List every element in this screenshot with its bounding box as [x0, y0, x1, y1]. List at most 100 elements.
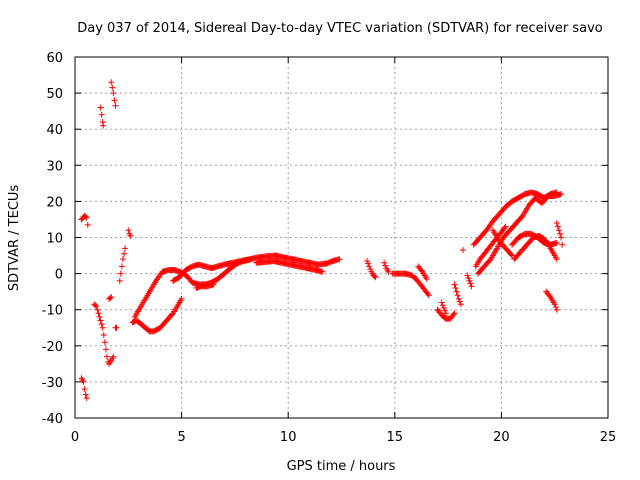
data-point — [97, 317, 104, 324]
x-tick-label: 5 — [177, 430, 185, 445]
data-point — [440, 304, 447, 311]
data-point — [452, 285, 459, 292]
data-point — [457, 301, 464, 308]
x-tick-label: 15 — [387, 430, 404, 445]
data-point — [210, 281, 217, 288]
data-point — [424, 290, 431, 297]
data-point — [382, 262, 389, 269]
data-point — [121, 250, 128, 257]
data-point — [83, 395, 90, 402]
y-tick-label: 50 — [46, 87, 63, 102]
data-point — [110, 353, 117, 360]
data-point — [102, 346, 109, 353]
data-point — [336, 256, 343, 263]
data-point — [112, 102, 119, 109]
data-point — [82, 391, 89, 398]
data-point — [501, 225, 508, 232]
data-point — [466, 277, 473, 284]
data-points — [78, 79, 566, 402]
data-point — [83, 214, 90, 221]
data-point — [103, 353, 110, 360]
data-point — [551, 301, 558, 308]
data-point — [111, 97, 118, 104]
data-point — [423, 276, 430, 283]
data-point — [451, 281, 458, 288]
data-point — [468, 283, 475, 290]
data-point — [456, 298, 463, 305]
data-point — [439, 302, 446, 309]
plot-frame — [74, 56, 609, 419]
y-tick-label: 40 — [46, 123, 63, 138]
data-point — [100, 122, 107, 129]
data-point — [99, 324, 106, 331]
data-point — [553, 220, 560, 227]
data-point — [438, 299, 445, 306]
data-point — [95, 310, 102, 317]
data-point — [441, 307, 448, 314]
data-point — [80, 378, 87, 385]
y-tick-label: -20 — [42, 340, 63, 355]
data-point — [559, 241, 566, 248]
data-point — [98, 321, 105, 328]
data-point — [107, 294, 114, 301]
data-point — [546, 292, 553, 299]
data-point — [372, 274, 379, 281]
data-point — [96, 313, 103, 320]
data-point — [98, 111, 105, 118]
data-point — [169, 311, 176, 318]
y-tick-label: 20 — [46, 195, 63, 210]
data-point — [486, 257, 493, 264]
y-tick-label: 60 — [46, 51, 63, 66]
data-point — [364, 257, 371, 264]
data-point — [100, 331, 107, 338]
data-point — [117, 270, 124, 277]
data-point — [465, 275, 472, 282]
data-point — [116, 277, 123, 284]
data-point — [366, 263, 373, 270]
data-point — [502, 223, 509, 230]
data-point — [367, 266, 374, 273]
data-point — [125, 227, 132, 234]
data-point — [81, 386, 88, 393]
x-tick-label: 10 — [280, 430, 297, 445]
data-point — [558, 234, 565, 241]
data-point — [381, 259, 388, 266]
data-point — [92, 302, 99, 309]
data-point — [365, 260, 372, 267]
chart-title: Day 037 of 2014, Sidereal Day-to-day VTE… — [77, 21, 603, 36]
y-tick-label: 10 — [46, 232, 63, 247]
data-point — [460, 247, 467, 254]
data-point — [518, 214, 525, 221]
data-point — [371, 273, 378, 280]
data-point — [509, 252, 516, 259]
data-point — [109, 84, 116, 91]
axes: 0 5 10 15 20 25 -40 -30 -20 -10 0 10 20 30 40 50 60 — [42, 51, 617, 445]
data-point — [455, 295, 462, 302]
data-point — [558, 191, 565, 198]
data-point — [553, 256, 560, 263]
data-point — [82, 213, 89, 220]
x-axis-label: GPS time / hours — [287, 459, 396, 474]
data-point — [101, 339, 108, 346]
y-tick-label: -10 — [42, 304, 63, 319]
data-point — [84, 221, 91, 228]
data-point — [127, 232, 134, 239]
x-tick-label: 20 — [493, 430, 510, 445]
data-point — [454, 292, 461, 299]
data-point — [453, 288, 460, 295]
data-point — [108, 294, 115, 301]
data-point — [450, 311, 457, 318]
data-point — [319, 268, 326, 275]
data-point — [118, 263, 125, 270]
data-point — [554, 223, 561, 230]
x-tick-label: 0 — [71, 430, 79, 445]
data-point — [553, 306, 560, 313]
data-point — [110, 90, 117, 97]
y-tick-label: -30 — [42, 376, 63, 391]
grid-lines — [75, 57, 608, 418]
data-point — [507, 251, 514, 258]
data-point — [108, 79, 115, 86]
y-tick-label: 0 — [55, 268, 63, 283]
data-point — [425, 292, 432, 299]
